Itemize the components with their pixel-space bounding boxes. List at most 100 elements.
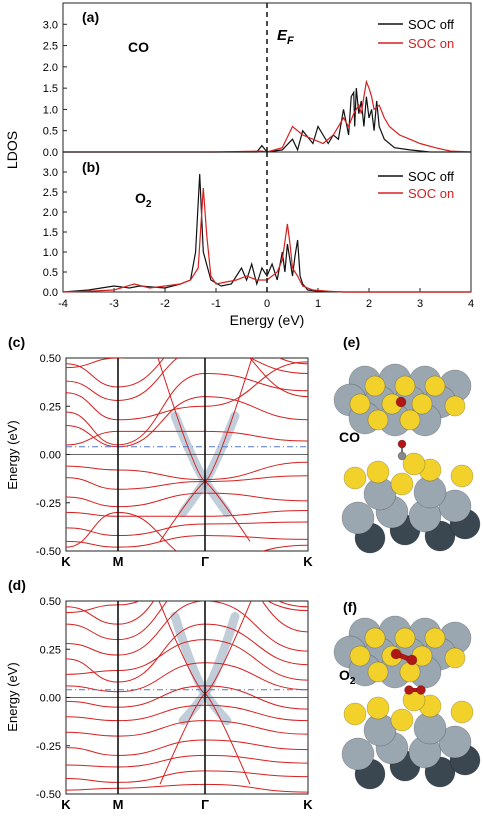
substrate-atom	[438, 489, 472, 523]
surface-atom	[364, 627, 386, 649]
panel-b-legend: SOC off SOC on	[378, 169, 454, 201]
surface-atom	[349, 645, 371, 667]
panel-b: 0.00.51.01.52.02.53.0 -4 -3 -2 -1 0 1 2 3 4 (b) …	[43, 151, 474, 310]
surface-atom	[450, 700, 474, 724]
panel-b-yticks: 0.0 0.5 1.0 1.5 2.0 2.5 3.0	[43, 167, 67, 299]
band-6	[66, 461, 308, 481]
kpoint-label: M	[113, 554, 124, 569]
kpoint-label: K	[61, 554, 71, 569]
ytick-label: 2.0	[43, 207, 58, 219]
fermi-energy-label: EF	[277, 27, 294, 47]
xtick-label: -2	[160, 298, 170, 310]
band-9	[66, 739, 308, 756]
ytick-label: -0.25	[36, 498, 61, 510]
band-11	[66, 535, 308, 548]
xtick-label: 0	[264, 298, 270, 310]
panel-e: (e) CO	[333, 334, 481, 554]
surface-atom	[367, 661, 389, 683]
panel-c-bands	[66, 358, 308, 551]
surface-atom	[424, 627, 446, 649]
panel-b-series	[62, 173, 471, 293]
surface-atom	[366, 460, 390, 484]
legend-a-soc-off: SOC off	[408, 17, 454, 32]
legend-b-soc-on: SOC on	[408, 186, 454, 201]
band-12	[66, 783, 308, 793]
band-2	[66, 601, 308, 656]
panel-f: (f) O2	[333, 599, 481, 790]
panel-b-xticks: -4 -3 -2 -1 0 1 2 3 4	[58, 288, 474, 310]
molecule-atom	[406, 654, 418, 666]
band-10	[66, 754, 308, 768]
molecule-atom	[395, 396, 407, 408]
ldos-axis-label: LDOS	[4, 131, 20, 169]
band-13	[66, 511, 308, 551]
substrate-atom	[341, 501, 375, 535]
legend-b-soc-off: SOC off	[408, 169, 454, 184]
band-8	[66, 720, 308, 737]
xtick-label: 1	[315, 298, 321, 310]
band-4	[66, 639, 308, 681]
ytick-label: 0.50	[40, 596, 61, 608]
xtick-label: -3	[109, 298, 119, 310]
panel-a-molecule-label: CO	[128, 39, 149, 55]
ytick-label: 0.25	[40, 644, 61, 656]
legend-a-soc-on: SOC on	[408, 36, 454, 51]
surface-atom	[366, 696, 390, 720]
molecule-atom	[390, 648, 402, 660]
surface-atom	[444, 395, 466, 417]
surface-atom	[399, 661, 421, 683]
surface-atom	[394, 375, 416, 397]
band-7	[66, 475, 308, 490]
kpoint-label: K	[61, 797, 71, 812]
xtick-label: 2	[366, 298, 372, 310]
band-10	[66, 521, 308, 537]
panel-d-label: (d)	[8, 577, 26, 593]
kpoint-label: Γ	[201, 797, 209, 812]
series-soc-off	[62, 173, 471, 293]
ytick-label: -0.50	[36, 546, 61, 558]
panel-a: 0.0 0.5 1.0 1.5 2.0 2.5 3.0 (a) CO EF SOC off …	[43, 2, 472, 159]
panel-c: (c) -0.50 -0.25 0.00 0.25 0.50 K M Γ K Energy (…	[5, 334, 313, 569]
substrate-atom	[341, 737, 375, 771]
ytick-label: 1.0	[43, 247, 58, 259]
xtick-label: 4	[468, 298, 474, 310]
ytick-label: 1.5	[43, 227, 58, 239]
band-7	[66, 704, 308, 722]
kpoint-label: K	[303, 554, 313, 569]
surface-atom	[450, 464, 474, 488]
molecule-atom	[404, 685, 414, 695]
panel-f-label: (f)	[343, 599, 357, 615]
surface-atom	[411, 393, 433, 415]
ytick-label: 0.0	[43, 147, 58, 159]
panel-e-label: (e)	[343, 334, 360, 350]
panel-c-ylabel: Energy (eV)	[5, 420, 20, 489]
panel-f-top-view	[333, 615, 472, 689]
ytick-label: 0.0	[43, 287, 58, 299]
surface-atom	[399, 409, 421, 431]
ytick-label: 0.00	[40, 450, 61, 462]
surface-atom	[394, 627, 416, 649]
ytick-label: 1.0	[43, 104, 58, 116]
band-3	[66, 396, 308, 448]
panel-e-molecule-label: CO	[339, 429, 360, 445]
surface-atom	[424, 375, 446, 397]
ytick-label: 0.25	[40, 401, 61, 413]
ytick-label: -0.50	[36, 789, 61, 801]
panel-a-label: (a)	[82, 9, 99, 25]
panel-f-molecule-label: O2	[339, 667, 356, 687]
panel-e-side-view	[341, 439, 481, 554]
energy-axis-label: Energy (eV)	[230, 312, 305, 328]
ytick-label: 0.5	[43, 267, 58, 279]
band-1	[66, 358, 308, 401]
panel-f-side-view	[341, 685, 481, 790]
kpoint-label: K	[303, 797, 313, 812]
ytick-label: 0.5	[43, 126, 58, 138]
molecule-atom	[397, 451, 407, 461]
series-soc-on	[63, 79, 472, 153]
ytick-label: 3.0	[43, 167, 58, 179]
surface-atom	[343, 466, 367, 490]
band-0	[66, 358, 308, 398]
